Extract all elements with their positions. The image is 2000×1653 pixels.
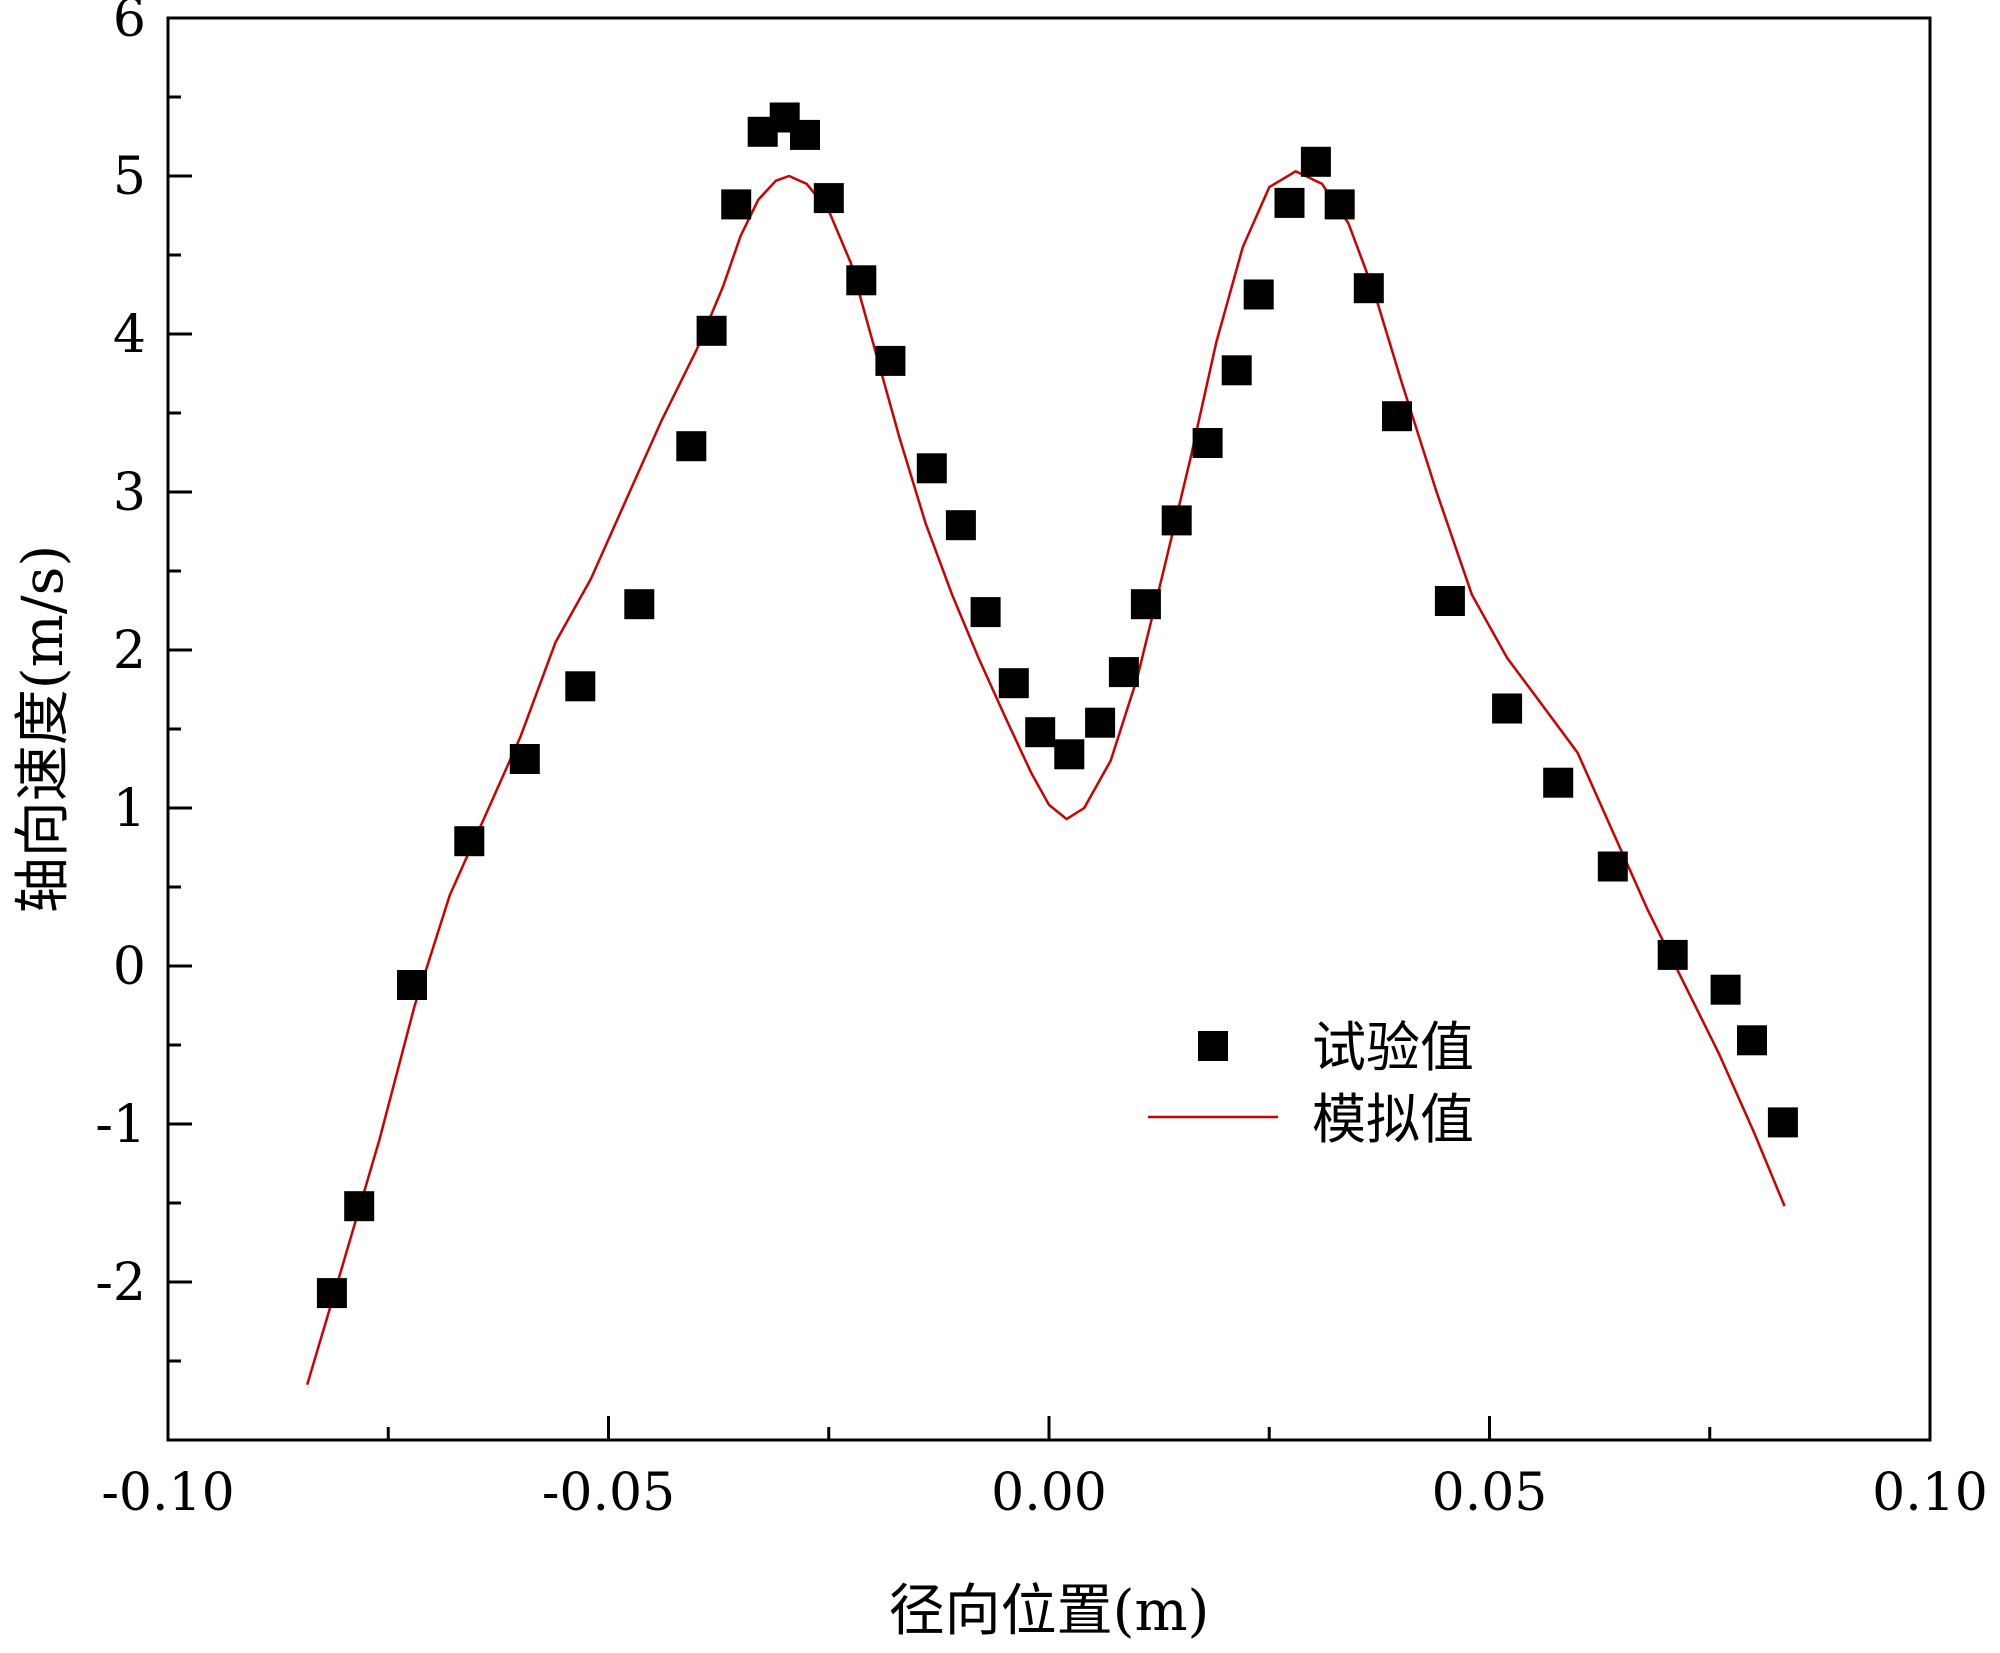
experimental-point: [790, 119, 820, 150]
x-tick-label: 0.10: [1872, 1463, 1988, 1523]
experimental-point: [1324, 189, 1355, 220]
y-tick-label: 1: [113, 779, 146, 839]
experimental-point: [1737, 1025, 1767, 1056]
experimental-point: [1054, 739, 1085, 770]
experimental-point: [721, 189, 752, 220]
experimental-series: [316, 102, 1798, 1309]
experimental-point: [875, 345, 906, 376]
experimental-point: [565, 671, 596, 702]
experimental-point: [1657, 939, 1688, 970]
experimental-point: [316, 1278, 347, 1309]
x-tick-label: -0.05: [542, 1463, 675, 1523]
y-tick-label: 4: [113, 305, 146, 365]
axes: -0.10 -0.05 0.00 0.05 0.10 -2 -1 0 1 2 3 4 5 6: [95, 0, 1988, 1523]
experimental-point: [916, 453, 947, 484]
legend-marker-experimental: [1198, 1031, 1228, 1061]
legend: 试验值 模拟值: [1148, 1016, 1474, 1151]
experimental-point: [970, 597, 1001, 628]
experimental-point: [1130, 589, 1161, 620]
y-tick-label: -2: [95, 1253, 146, 1313]
experimental-point: [1382, 401, 1412, 432]
y-axis-title: 轴向速度(m/s): [11, 545, 76, 913]
experimental-point: [1597, 851, 1628, 882]
simulated-series: [306, 170, 1786, 1386]
experimental-point: [676, 431, 707, 462]
x-axis-title: 径向位置(m): [889, 1579, 1210, 1644]
y-tick-label: 0: [113, 937, 146, 997]
experimental-point: [998, 668, 1029, 699]
experimental-point: [509, 744, 540, 774]
y-tick-label: 2: [113, 621, 146, 681]
y-tick-label: 3: [113, 463, 146, 523]
experimental-point: [696, 315, 727, 346]
y-tick-label: -1: [95, 1095, 146, 1155]
experimental-point: [1161, 505, 1192, 536]
simulated-line: [306, 170, 1786, 1386]
y-tick-label: 6: [113, 0, 146, 49]
experimental-point: [624, 589, 655, 620]
x-tick-label: 0.00: [991, 1463, 1107, 1523]
experimental-point: [454, 826, 485, 857]
experimental-point: [1192, 428, 1223, 458]
x-tick-label: -0.10: [101, 1463, 234, 1523]
experimental-point: [1221, 355, 1252, 386]
legend-label-simulated: 模拟值: [1312, 1088, 1474, 1151]
experimental-point: [1025, 717, 1056, 748]
experimental-point: [1085, 707, 1116, 738]
experimental-point: [945, 510, 976, 541]
experimental-point: [1243, 279, 1274, 310]
experimental-point: [1767, 1107, 1798, 1138]
experimental-point: [397, 970, 427, 1000]
experimental-point: [1274, 187, 1305, 218]
legend-label-experimental: 试验值: [1312, 1016, 1474, 1079]
y-tick-label: 5: [113, 147, 146, 207]
experimental-point: [846, 265, 877, 296]
experimental-point: [1543, 767, 1574, 798]
experimental-point: [1710, 974, 1741, 1005]
experimental-point: [1300, 146, 1331, 177]
experimental-point: [344, 1191, 375, 1222]
x-tick-label: 0.05: [1432, 1463, 1548, 1523]
experimental-point: [1108, 657, 1139, 688]
experimental-point: [813, 183, 844, 214]
experimental-point: [1353, 273, 1384, 304]
experimental-point: [1492, 693, 1523, 724]
experimental-point: [1434, 586, 1465, 616]
